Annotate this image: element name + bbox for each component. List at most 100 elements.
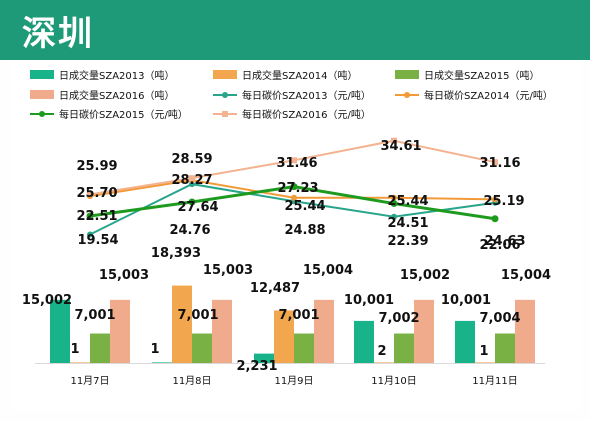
title-banner: 深圳 bbox=[0, 0, 590, 60]
bar-label-sza2013: 15,002 bbox=[22, 293, 72, 308]
line-label-sza2015: 27.23 bbox=[277, 181, 318, 196]
line-label-sza2015: 24.76 bbox=[169, 223, 210, 238]
legend-swatch bbox=[395, 90, 419, 99]
x-tick-label: 11月11日 bbox=[472, 375, 517, 387]
legend-swatch bbox=[30, 70, 54, 79]
legend-label: 每日碳价SZA2016（元/吨） bbox=[242, 110, 371, 121]
bar-sza2014 bbox=[274, 310, 294, 363]
line-label-sza2013: 19.54 bbox=[77, 233, 118, 248]
legend-item-bar-2013: 日成交量SZA2013（吨） bbox=[30, 67, 175, 82]
bar-sza2013 bbox=[152, 362, 172, 363]
line-label-sza2013: 24.63 bbox=[484, 234, 525, 249]
bar-sza2013 bbox=[354, 320, 374, 363]
legend-swatch bbox=[395, 70, 419, 79]
marker-price-sza2015 bbox=[491, 215, 499, 223]
legend-label: 每日碳价SZA2015（元/吨） bbox=[59, 110, 188, 121]
line-label-sza2015: 22.51 bbox=[76, 209, 117, 224]
bar-label-sza2013: 2,231 bbox=[236, 359, 277, 374]
marker-price-sza2015 bbox=[290, 183, 298, 191]
line-label-sza2013: 24.88 bbox=[284, 223, 325, 238]
marker-price-sza2015 bbox=[188, 198, 196, 206]
legend-item-bar-2014: 日成交量SZA2014（吨） bbox=[213, 67, 358, 82]
marker-price-sza2014 bbox=[391, 194, 397, 201]
marker-price-sza2013 bbox=[87, 231, 93, 238]
bar-sza2014 bbox=[475, 362, 495, 363]
legend-label: 每日碳价SZA2013（元/吨） bbox=[242, 91, 371, 102]
line-label-sza2016: 31.46 bbox=[276, 156, 317, 171]
bar-label-sza2015: 7,004 bbox=[479, 311, 520, 326]
legend: 日成交量SZA2013（吨） 日成交量SZA2014（吨） 日成交量SZA201… bbox=[0, 0, 590, 130]
bar-sza2016 bbox=[515, 299, 535, 363]
x-tick-label: 11月8日 bbox=[172, 375, 211, 387]
line-label-sza2013: 22.39 bbox=[387, 234, 428, 249]
bar-label-sza2015: 7,001 bbox=[177, 308, 218, 323]
bar-sza2015 bbox=[495, 333, 515, 363]
bar-label-sza2014: 12,487 bbox=[250, 281, 300, 296]
bar-label-sza2014: 18,393 bbox=[151, 246, 201, 261]
legend-swatch bbox=[213, 70, 237, 79]
marker-price-sza2013 bbox=[391, 213, 397, 220]
marker-price-sza2015 bbox=[86, 212, 94, 220]
x-tick-label: 11月9日 bbox=[274, 375, 313, 387]
bar-label-sza2016: 15,003 bbox=[99, 268, 149, 283]
legend-label: 每日碳价SZA2014（元/吨） bbox=[424, 91, 553, 102]
legend-label: 日成交量SZA2013（吨） bbox=[59, 71, 175, 82]
bar-label-sza2016: 15,004 bbox=[303, 263, 353, 278]
marker-price-sza2016 bbox=[189, 175, 195, 182]
legend-item-line-2014: 每日碳价SZA2014（元/吨） bbox=[395, 87, 553, 102]
bar-sza2015 bbox=[192, 333, 212, 363]
x-tick-label: 11月10日 bbox=[371, 375, 416, 387]
legend-item-bar-2015: 日成交量SZA2015（吨） bbox=[395, 67, 540, 82]
bar-sza2013 bbox=[50, 299, 70, 363]
bar-sza2013 bbox=[455, 320, 475, 363]
bar-sza2014 bbox=[172, 285, 192, 363]
legend-swatch bbox=[30, 109, 54, 118]
line-label-sza2013: 27.64 bbox=[177, 200, 218, 215]
bar-label-sza2013: 10,001 bbox=[441, 293, 491, 308]
legend-swatch bbox=[213, 90, 237, 99]
bar-label-sza2013: 10,001 bbox=[344, 293, 394, 308]
bar-sza2013 bbox=[254, 353, 274, 363]
marker-price-sza2016 bbox=[291, 157, 297, 164]
marker-price-sza2016 bbox=[391, 137, 397, 144]
marker-price-sza2014 bbox=[492, 196, 498, 203]
line-label-sza2015: 22.06 bbox=[479, 238, 520, 253]
bar-label-sza2015: 7,002 bbox=[378, 311, 419, 326]
line-label-sza2014: 25.44 bbox=[284, 199, 325, 214]
bar-label-sza2015: 7,001 bbox=[278, 308, 319, 323]
bar-sza2015 bbox=[294, 333, 314, 363]
bar-label-sza2016: 15,002 bbox=[400, 268, 450, 283]
bar-sza2016 bbox=[212, 299, 232, 363]
bar-label-sza2014: 1 bbox=[479, 344, 488, 359]
line-label-sza2016: 25.99 bbox=[76, 159, 117, 174]
marker-price-sza2016 bbox=[87, 191, 93, 198]
marker-price-sza2014 bbox=[291, 194, 297, 201]
bar-sza2014 bbox=[374, 362, 394, 363]
bar-sza2015 bbox=[394, 333, 414, 363]
bar-sza2016 bbox=[314, 299, 334, 363]
line-label-sza2016: 34.61 bbox=[380, 139, 421, 154]
bar-sza2015 bbox=[90, 333, 110, 363]
bar-sza2014 bbox=[70, 362, 90, 363]
legend-item-line-2016: 每日碳价SZA2016（元/吨） bbox=[213, 106, 371, 121]
bar-label-sza2014: 2 bbox=[377, 344, 386, 359]
marker-price-sza2016 bbox=[492, 159, 498, 166]
legend-item-bar-2016: 日成交量SZA2016（吨） bbox=[30, 87, 175, 102]
chart-title: 深圳 bbox=[22, 14, 94, 54]
bar-label-sza2015: 7,001 bbox=[74, 308, 115, 323]
legend-label: 日成交量SZA2014（吨） bbox=[242, 71, 358, 82]
line-label-sza2014: 25.70 bbox=[76, 186, 117, 201]
bar-sza2016 bbox=[110, 299, 130, 363]
legend-item-line-2013: 每日碳价SZA2013（元/吨） bbox=[213, 87, 371, 102]
line-label-sza2014: 25.44 bbox=[387, 194, 428, 209]
marker-price-sza2015 bbox=[390, 200, 398, 208]
bar-label-sza2016: 15,003 bbox=[203, 263, 253, 278]
legend-label: 日成交量SZA2016（吨） bbox=[59, 91, 175, 102]
legend-swatch bbox=[213, 109, 237, 118]
bar-label-sza2013: 1 bbox=[150, 342, 159, 357]
legend-item-line-2015: 每日碳价SZA2015（元/吨） bbox=[30, 106, 188, 121]
line-label-sza2016: 28.59 bbox=[171, 152, 212, 167]
bar-label-sza2014: 1 bbox=[70, 342, 79, 357]
